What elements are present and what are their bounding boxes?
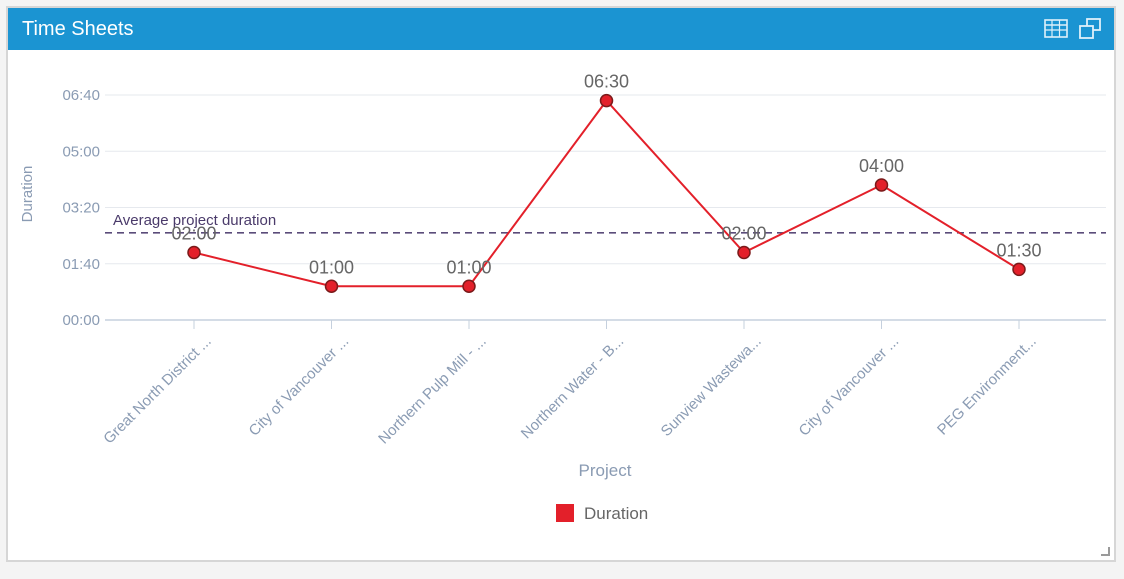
legend[interactable]: Duration [556,504,648,523]
y-tick-label: 00:00 [62,312,100,329]
data-point [599,93,614,108]
y-tick-label: 05:00 [62,143,100,160]
axes [105,319,1106,329]
data-points [187,93,1026,293]
y-tick-labels: 00:00 01:40 03:20 05:00 06:40 [62,87,100,329]
x-tick-label: Sunview Wastewa... [658,333,765,440]
x-axis-title: Project [579,461,632,480]
x-tick-label: City of Vancouver ... [796,333,903,440]
data-point [324,279,339,293]
popout-window-icon[interactable] [1078,18,1102,40]
line-chart: Duration 00:00 01:40 03:20 05:00 06:40 Great… [19,72,1106,523]
x-tick-label: Northern Pulp Mill - ... [375,333,490,448]
y-tick-label: 06:40 [62,87,100,104]
x-tick-label: PEG Environment... [934,333,1040,439]
legend-label-duration[interactable]: Duration [584,504,648,523]
table-view-icon[interactable] [1044,18,1068,40]
x-tick-label: Northern Water - B... [518,333,627,442]
x-tick-labels: Great North District ... City of Vancouve… [100,333,1040,448]
data-point [462,279,476,293]
data-label: 01:00 [309,257,354,277]
grid-lines [105,94,1106,265]
x-tick-label: Great North District ... [100,333,215,448]
data-label: 02:00 [721,224,766,244]
data-label: 01:00 [446,257,491,277]
legend-swatch-duration[interactable] [556,504,574,522]
y-tick-label: 03:20 [62,200,100,217]
data-label: 06:30 [584,72,629,92]
data-label: 04:00 [859,156,904,176]
y-axis-title: Duration [19,166,36,223]
data-label: 02:00 [171,224,216,244]
data-label: 01:30 [996,240,1041,260]
time-sheets-panel: Time Sheets Duration 00:00 01:40 03:20 05:0… [6,6,1116,562]
panel-titlebar: Time Sheets [8,8,1114,50]
panel-title: Time Sheets [22,18,134,40]
data-point [1012,262,1026,277]
resize-handle-icon[interactable] [1100,546,1110,556]
x-tick-label: City of Vancouver ... [246,333,353,440]
y-tick-label: 01:40 [62,256,100,273]
data-point [187,245,201,260]
data-point [737,245,751,260]
average-line-label: Average project duration [113,212,276,229]
data-labels: 02:00 01:00 01:00 06:30 02:00 04:00 01:30 [171,72,1041,278]
data-point [874,178,889,192]
